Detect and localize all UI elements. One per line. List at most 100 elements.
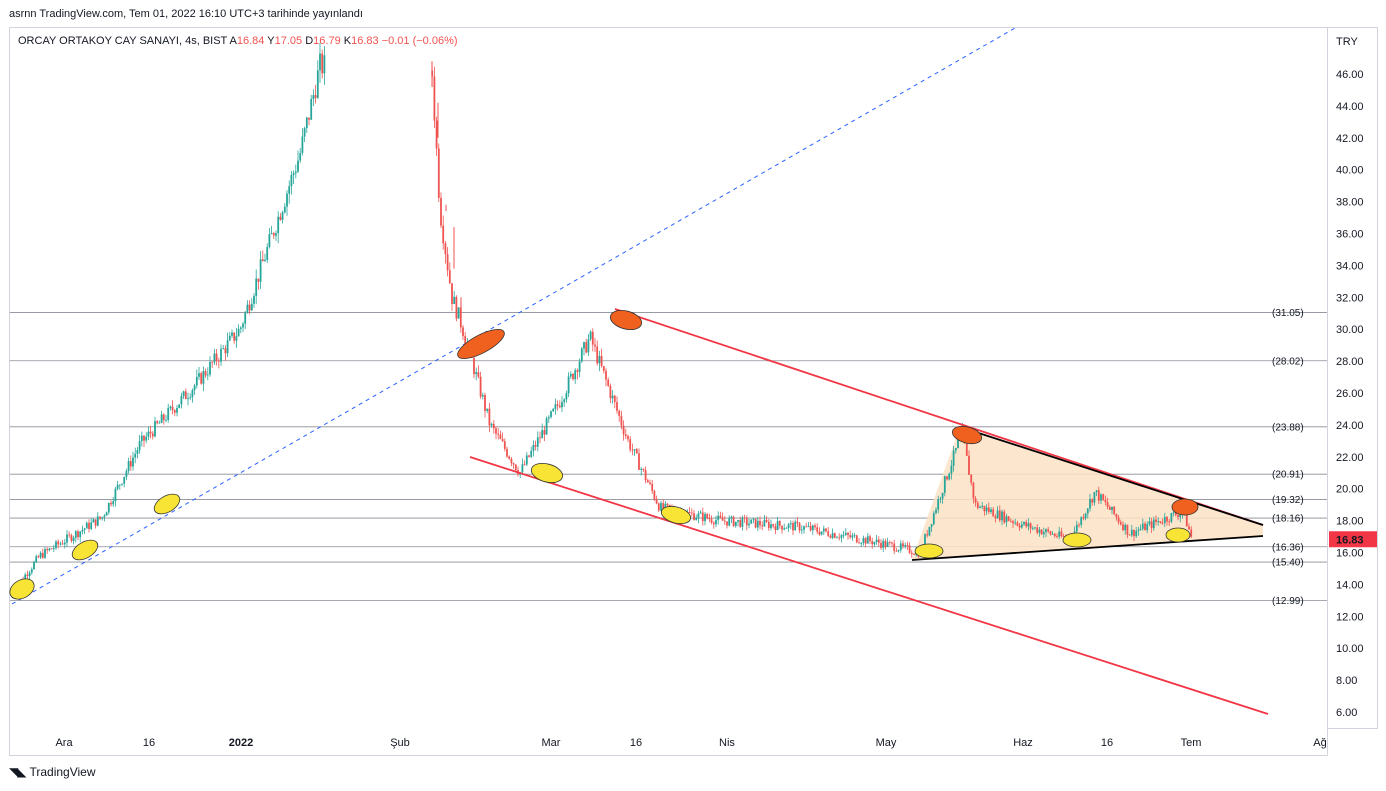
footer-brand[interactable]: ◥◣ TradingView <box>9 765 96 779</box>
candle <box>204 368 207 378</box>
candle <box>512 462 515 469</box>
candle <box>171 400 174 415</box>
candle <box>523 460 526 466</box>
candle <box>660 500 662 512</box>
candle <box>453 290 456 305</box>
candle <box>1042 527 1045 538</box>
candle <box>827 527 830 538</box>
candle <box>239 326 242 334</box>
trough-marker[interactable] <box>69 536 101 564</box>
y-tick-label: 28.00 <box>1336 356 1364 368</box>
candle <box>1133 529 1135 541</box>
trough-marker[interactable] <box>659 503 692 526</box>
candle <box>1012 519 1014 528</box>
candle <box>937 495 940 514</box>
candle <box>950 460 953 480</box>
triangle-fill[interactable] <box>912 427 1263 560</box>
candle <box>1007 516 1010 522</box>
candle <box>1047 526 1050 534</box>
candle <box>862 535 865 546</box>
candle <box>809 521 812 532</box>
candle <box>125 468 128 481</box>
candle <box>506 446 508 459</box>
candle <box>726 521 728 529</box>
candle <box>880 539 882 550</box>
y-tick-label: 10.00 <box>1336 643 1364 655</box>
trendline-triangle-lower[interactable] <box>911 535 1264 561</box>
candle <box>162 413 165 425</box>
candle <box>1089 493 1091 512</box>
candle <box>849 530 852 539</box>
y-tick-label: 20.00 <box>1336 484 1364 496</box>
currency-label: TRY <box>1336 36 1358 48</box>
candle <box>525 452 528 467</box>
symbol-name[interactable]: ORCAY ORTAKOY CAY SANAYI, 4s, BIST <box>18 35 228 47</box>
candle <box>1086 507 1089 519</box>
candle <box>261 250 264 262</box>
candle <box>840 534 843 543</box>
candle <box>486 408 489 414</box>
candle <box>704 512 706 526</box>
candle <box>292 170 295 184</box>
candle <box>187 392 189 406</box>
trough-marker[interactable] <box>1062 532 1092 548</box>
candle <box>457 307 460 319</box>
peak-marker[interactable] <box>608 307 644 333</box>
trendline-triangle-upper[interactable] <box>959 426 1264 526</box>
candle <box>893 539 896 555</box>
candle <box>594 338 596 353</box>
candle <box>987 502 990 515</box>
x-axis-ticks: Ara 16 2022 Şub Mar 16 Nis May Haz 16 Tem Ağ <box>55 737 1326 749</box>
candle <box>490 422 493 428</box>
peak-marker[interactable] <box>950 423 983 446</box>
candle <box>734 521 737 528</box>
candle <box>838 533 841 541</box>
trough-marker[interactable] <box>6 575 38 604</box>
candle <box>946 476 948 481</box>
candle <box>180 392 183 409</box>
peak-marker[interactable] <box>454 324 508 364</box>
candle <box>158 420 161 424</box>
candle <box>228 332 231 342</box>
y-tick-label: 6.00 <box>1336 707 1357 719</box>
candle <box>941 492 944 504</box>
candle <box>847 531 849 540</box>
candle <box>972 481 975 504</box>
candle <box>547 415 550 423</box>
trough-marker[interactable] <box>151 490 183 518</box>
candle <box>1078 522 1080 528</box>
candle <box>488 402 491 433</box>
candle <box>723 515 726 525</box>
candle <box>884 538 887 550</box>
candle <box>939 496 942 504</box>
peak-marker[interactable] <box>1171 498 1199 516</box>
candle <box>741 515 744 531</box>
trough-marker[interactable] <box>914 543 944 559</box>
trendline-channel-upper[interactable] <box>614 308 1264 526</box>
candle <box>774 523 777 535</box>
candle <box>763 514 766 527</box>
candle <box>719 511 722 519</box>
candle <box>844 528 847 537</box>
trough-marker[interactable] <box>1165 527 1191 543</box>
candle <box>908 542 911 555</box>
candle <box>897 549 900 553</box>
triangle-pattern <box>912 427 1263 560</box>
price-axis[interactable] <box>1328 27 1378 729</box>
candle <box>299 148 302 164</box>
candle <box>272 231 275 240</box>
chart-pane[interactable] <box>9 27 1328 756</box>
candle <box>772 523 775 529</box>
candle <box>455 295 458 322</box>
candle <box>974 495 977 507</box>
trendline-channel-lower[interactable] <box>469 456 1269 715</box>
candle <box>708 513 711 523</box>
candle <box>321 49 324 79</box>
trendline-long-support[interactable] <box>11 27 1016 605</box>
candle <box>983 505 986 516</box>
candle <box>858 538 860 544</box>
trough-marker[interactable] <box>529 460 565 486</box>
candle <box>981 502 984 510</box>
tradingview-logo-icon: ◥◣ <box>9 765 26 779</box>
